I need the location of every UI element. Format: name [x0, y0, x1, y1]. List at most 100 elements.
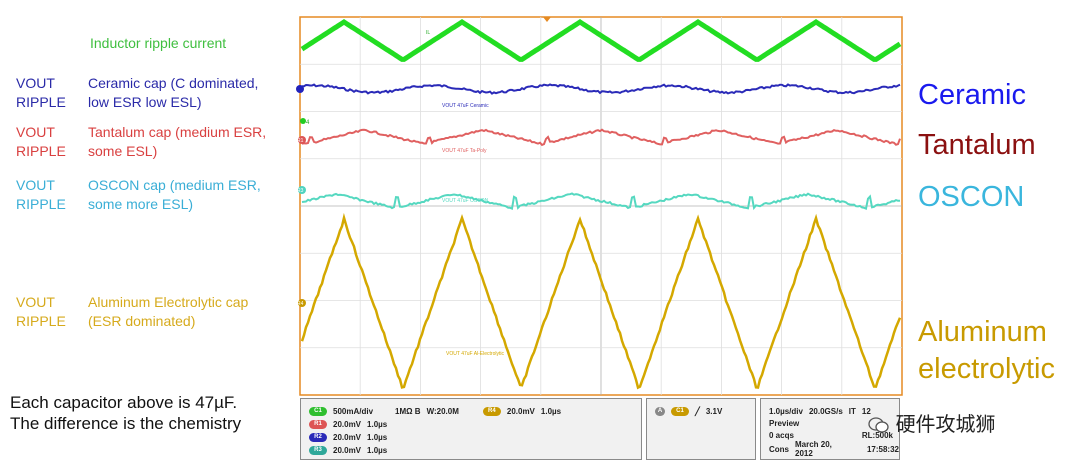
tantalum-trace-tag: VOUT 47uF Ta-Poly	[442, 148, 487, 154]
r3-scale: 20.0mV	[333, 445, 362, 455]
ceramic-desc-1: Ceramic cap (C dominated,	[88, 75, 259, 91]
r3-marker-label: R3	[297, 188, 304, 194]
ceramic-vout-label: VOUT RIPPLE	[16, 74, 66, 112]
r4-marker	[298, 299, 306, 307]
acq-row-1: 1.0µs/div 20.0GS/s IT 12	[769, 405, 871, 417]
preview-label: Preview	[769, 418, 800, 428]
r1-chip: R1	[309, 419, 327, 429]
caption-line-1: Each capacitor above is 47µF.	[10, 393, 238, 412]
r2-scale: 20.0mV	[333, 432, 362, 442]
trigger-channel: A	[655, 406, 665, 416]
status-row-4: R3 20.0mV 1.0µs	[309, 444, 387, 456]
ceramic-trace	[302, 83, 901, 95]
trigger-source-chip: C1	[671, 406, 689, 416]
r2-chip: R2	[309, 432, 327, 442]
aluminum-big-line-2: electrolytic	[918, 353, 1055, 385]
inductor-trace-tag: IL	[426, 30, 430, 36]
oscon-desc: OSCON cap (medium ESR, some more ESL)	[88, 176, 261, 214]
aluminum-vout-label: VOUT RIPPLE	[16, 293, 66, 331]
ch4-marker-label: 4	[306, 120, 310, 126]
acq-mode: IT	[848, 406, 856, 416]
acq-row-2: Preview	[769, 417, 799, 429]
time: 17:58:32	[866, 444, 899, 454]
oscon-desc-2: some more ESL)	[88, 196, 194, 212]
acq-row-4: Cons March 20, 2012 17:58:32	[769, 440, 899, 458]
r2-time: 1.0µs	[367, 432, 388, 442]
aluminum-trace-tag: VOUT 47uF Al-Electrolytic	[446, 351, 504, 357]
ceramic-marker	[296, 85, 304, 93]
tantalum-desc-1: Tantalum cap (medium ESR,	[88, 124, 267, 140]
ceramic-prefix-2: RIPPLE	[16, 94, 66, 110]
status-row-2: R1 20.0mV 1.0µs	[309, 418, 387, 430]
oscon-big-label: OSCON	[918, 181, 1025, 213]
acq-mode-num: 12	[861, 406, 871, 416]
status-row-1: C1 500mA/div 1MΩ B W:20.0M R4 20.0mV 1.0…	[309, 405, 561, 417]
r4-chip: R4	[482, 406, 501, 416]
scope-screen: VOUT 47uF Ceramic VOUT 47uF Ta-Poly VOUT…	[296, 16, 903, 396]
scope-trigger-status: A C1 ╱ 3.1V	[646, 398, 756, 460]
oscon-prefix-1: VOUT	[16, 177, 55, 193]
oscon-prefix-2: RIPPLE	[16, 196, 66, 212]
ch1-impedance: 1MΩ B	[395, 406, 421, 416]
trigger-level: 3.1V	[705, 406, 723, 416]
trigger-row: A C1 ╱ 3.1V	[655, 405, 722, 417]
tantalum-big-label: Tantalum	[918, 129, 1036, 161]
oscon-vout-label: VOUT RIPPLE	[16, 176, 66, 214]
tantalum-desc-2: some ESL)	[88, 143, 158, 159]
r4-marker-label: R4	[297, 301, 304, 307]
tantalum-trace	[301, 128, 901, 147]
ch1-chip: C1	[309, 406, 327, 416]
oscon-desc-1: OSCON cap (medium ESR,	[88, 177, 261, 193]
aluminum-desc: Aluminum Electrolytic cap (ESR dominated…	[88, 293, 248, 331]
aluminum-big-label: Aluminum electrolytic	[918, 314, 1055, 388]
r3-chip: R3	[309, 445, 327, 455]
oscon-trace	[301, 192, 900, 211]
tantalum-desc: Tantalum cap (medium ESR, some ESL)	[88, 123, 266, 161]
ceramic-desc: Ceramic cap (C dominated, low ESR low ES…	[88, 74, 258, 112]
ceramic-big-label: Ceramic	[918, 79, 1026, 111]
r1-marker-label: R1	[297, 138, 304, 144]
watermark: 硬件攻城狮	[868, 408, 996, 437]
r4-scale: 20.0mV	[506, 406, 535, 416]
scope-channel-status: C1 500mA/div 1MΩ B W:20.0M R4 20.0mV 1.0…	[300, 398, 642, 460]
r1-time: 1.0µs	[367, 419, 388, 429]
r1-marker	[298, 136, 306, 144]
aluminum-prefix-2: RIPPLE	[16, 313, 66, 329]
r3-marker	[298, 186, 306, 194]
watermark-text: 硬件攻城狮	[895, 414, 996, 436]
acq-row-3: 0 acqs RL:500k	[769, 429, 893, 441]
caption-line-2: The difference is the chemistry	[10, 414, 242, 433]
inductor-trace	[300, 19, 902, 62]
tantalum-prefix-1: VOUT	[16, 124, 55, 140]
ch4-marker	[300, 118, 306, 124]
inductor-label: Inductor ripple current	[90, 35, 227, 51]
trigger-position-marker	[543, 17, 551, 22]
r4-time: 1.0µs	[540, 406, 562, 416]
r3-time: 1.0µs	[367, 445, 388, 455]
status-row-3: R2 20.0mV 1.0µs	[309, 431, 387, 443]
ceramic-prefix-1: VOUT	[16, 75, 55, 91]
timebase: 1.0µs/div	[769, 406, 803, 416]
date: March 20, 2012	[795, 440, 832, 458]
tantalum-vout-label: VOUT RIPPLE	[16, 123, 66, 161]
record-length: RL:500k	[861, 430, 893, 440]
acq-count: 0 acqs	[769, 430, 794, 440]
ch1-bandwidth: W:20.0M	[426, 406, 459, 416]
aluminum-desc-1: Aluminum Electrolytic cap	[88, 294, 249, 310]
r1-scale: 20.0mV	[333, 419, 362, 429]
aluminum-trace	[300, 212, 902, 390]
cons-label: Cons	[769, 444, 789, 454]
aluminum-desc-2: (ESR dominated)	[88, 313, 196, 329]
sample-rate: 20.0GS/s	[808, 406, 843, 416]
aluminum-big-line-1: Aluminum	[918, 316, 1047, 348]
oscon-trace-tag: VOUT 47uF OSCON	[442, 198, 489, 204]
trigger-slope-icon: ╱	[695, 406, 700, 416]
ceramic-trace-tag: VOUT 47uF Ceramic	[442, 103, 489, 109]
aluminum-prefix-1: VOUT	[16, 294, 55, 310]
scope-acq-status: 1.0µs/div 20.0GS/s IT 12 Preview 0 acqs …	[760, 398, 900, 460]
ch1-scale: 500mA/div	[333, 406, 374, 416]
wechat-icon	[868, 417, 889, 433]
tantalum-prefix-2: RIPPLE	[16, 143, 66, 159]
caption: Each capacitor above is 47µF. The differ…	[10, 392, 241, 434]
ceramic-desc-2: low ESR low ESL)	[88, 94, 202, 110]
